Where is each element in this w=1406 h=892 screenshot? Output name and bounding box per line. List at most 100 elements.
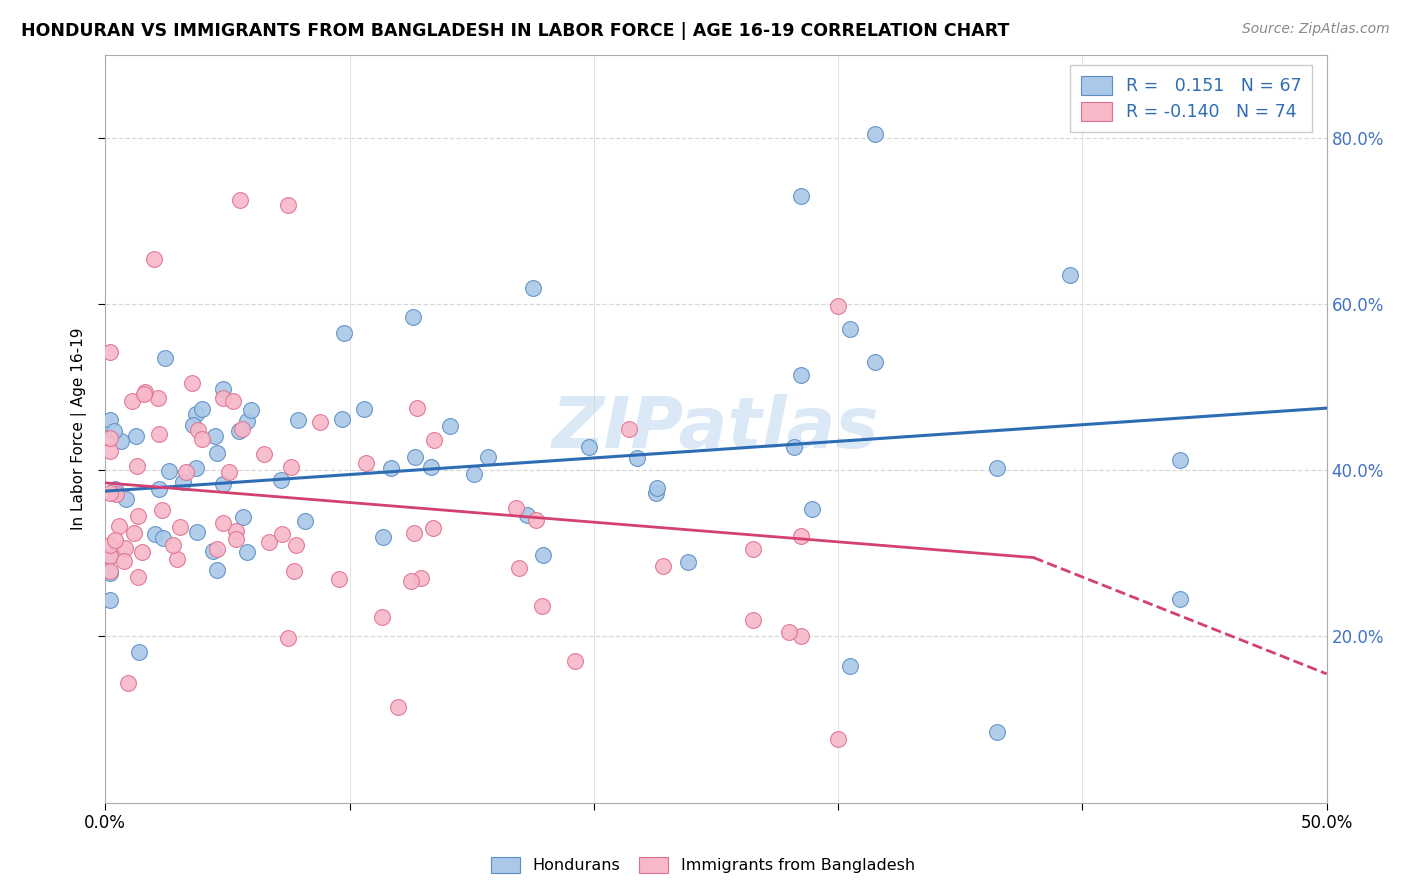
- Point: [411, 571, 433, 585]
- Point: [308, 415, 330, 429]
- Point: [104, 482, 127, 496]
- Text: ZIPatlas: ZIPatlas: [553, 394, 880, 463]
- Point: [790, 189, 813, 203]
- Point: [783, 440, 806, 454]
- Point: [1168, 592, 1191, 607]
- Text: HONDURAN VS IMMIGRANTS FROM BANGLADESH IN LABOR FORCE | AGE 16-19 CORRELATION CH: HONDURAN VS IMMIGRANTS FROM BANGLADESH I…: [21, 22, 1010, 40]
- Point: [212, 383, 235, 397]
- Point: [354, 456, 377, 470]
- Point: [617, 422, 640, 436]
- Point: [422, 521, 444, 535]
- Point: [986, 460, 1008, 475]
- Point: [353, 402, 375, 417]
- Point: [150, 503, 173, 517]
- Point: [423, 433, 446, 447]
- Point: [578, 441, 600, 455]
- Point: [98, 538, 121, 552]
- Point: [98, 345, 121, 359]
- Point: [115, 491, 138, 506]
- Point: [205, 446, 228, 460]
- Point: [284, 538, 307, 552]
- Point: [162, 538, 184, 552]
- Point: [166, 552, 188, 566]
- Point: [257, 535, 280, 549]
- Legend: Hondurans, Immigrants from Bangladesh: Hondurans, Immigrants from Bangladesh: [485, 850, 921, 880]
- Point: [128, 644, 150, 658]
- Legend: R =   0.151   N = 67, R = -0.140   N = 74: R = 0.151 N = 67, R = -0.140 N = 74: [1070, 65, 1312, 132]
- Point: [202, 544, 225, 558]
- Y-axis label: In Labor Force | Age 16-19: In Labor Force | Age 16-19: [72, 327, 87, 530]
- Point: [270, 473, 292, 487]
- Point: [240, 403, 263, 417]
- Point: [184, 407, 207, 421]
- Point: [373, 530, 395, 544]
- Text: Source: ZipAtlas.com: Source: ZipAtlas.com: [1241, 22, 1389, 37]
- Point: [205, 541, 228, 556]
- Point: [186, 524, 208, 539]
- Point: [328, 572, 350, 586]
- Point: [98, 549, 121, 564]
- Point: [152, 532, 174, 546]
- Point: [524, 513, 547, 527]
- Point: [419, 459, 441, 474]
- Point: [463, 467, 485, 482]
- Point: [236, 414, 259, 428]
- Point: [104, 533, 127, 547]
- Point: [741, 541, 763, 556]
- Point: [294, 515, 316, 529]
- Point: [148, 482, 170, 496]
- Point: [647, 481, 669, 495]
- Point: [801, 501, 824, 516]
- Point: [105, 487, 128, 501]
- Point: [103, 424, 125, 438]
- Point: [98, 431, 121, 445]
- Point: [98, 413, 121, 427]
- Point: [222, 394, 245, 409]
- Point: [778, 625, 800, 640]
- Point: [181, 376, 204, 390]
- Point: [330, 412, 353, 426]
- Point: [371, 609, 394, 624]
- Point: [98, 549, 121, 563]
- Point: [626, 450, 648, 465]
- Point: [112, 554, 135, 568]
- Point: [125, 459, 148, 474]
- Point: [181, 417, 204, 432]
- Point: [148, 391, 170, 405]
- Point: [127, 570, 149, 584]
- Point: [986, 725, 1008, 739]
- Point: [1168, 452, 1191, 467]
- Point: [122, 526, 145, 541]
- Point: [402, 526, 425, 541]
- Point: [405, 401, 427, 415]
- Point: [225, 524, 247, 539]
- Point: [564, 654, 586, 668]
- Point: [172, 475, 194, 490]
- Point: [232, 510, 254, 524]
- Point: [231, 422, 253, 436]
- Point: [121, 394, 143, 409]
- Point: [205, 563, 228, 577]
- Point: [174, 465, 197, 479]
- Point: [439, 419, 461, 434]
- Point: [404, 450, 426, 464]
- Point: [477, 450, 499, 464]
- Point: [212, 516, 235, 530]
- Point: [280, 459, 302, 474]
- Point: [380, 461, 402, 475]
- Point: [530, 599, 553, 613]
- Point: [516, 508, 538, 523]
- Point: [505, 501, 527, 516]
- Point: [271, 527, 294, 541]
- Point: [157, 464, 180, 478]
- Point: [124, 428, 146, 442]
- Point: [522, 281, 544, 295]
- Point: [143, 252, 166, 266]
- Point: [212, 477, 235, 491]
- Point: [108, 519, 131, 533]
- Point: [1059, 268, 1081, 283]
- Point: [333, 326, 356, 341]
- Point: [863, 127, 886, 141]
- Point: [218, 466, 240, 480]
- Point: [98, 564, 121, 578]
